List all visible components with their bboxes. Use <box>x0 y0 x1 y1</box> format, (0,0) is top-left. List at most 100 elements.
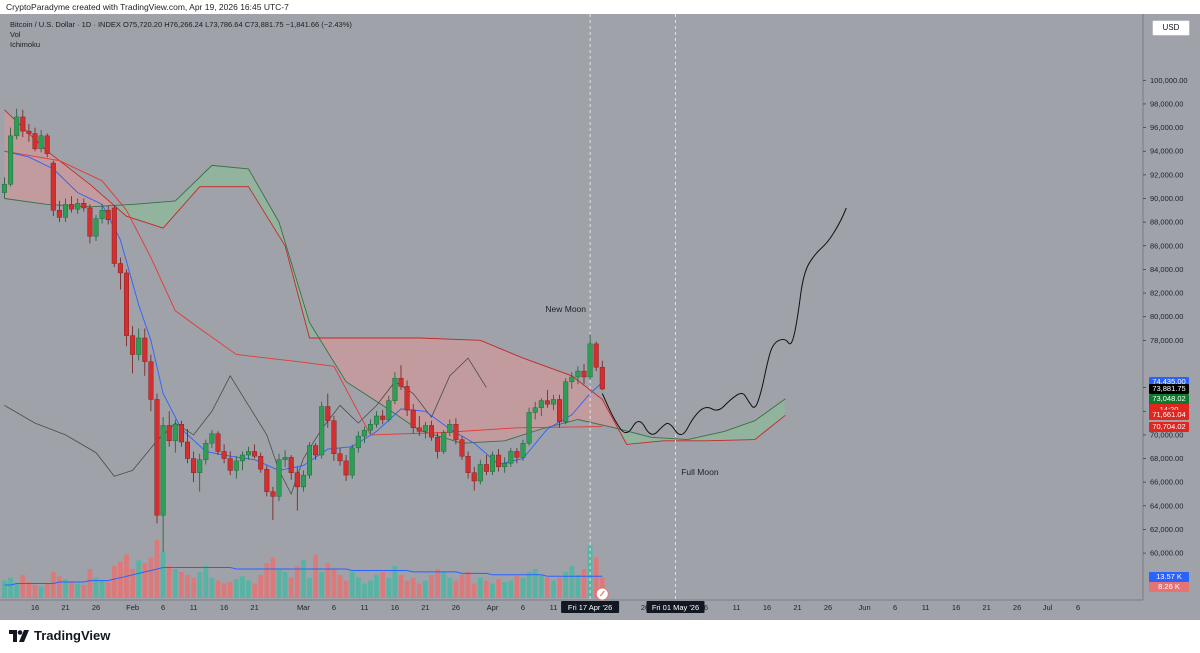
candle-body <box>502 463 508 468</box>
price-tag-value: 71,661.04 <box>1152 410 1186 420</box>
time-axis-tick-label: 6 <box>161 603 165 612</box>
volume-ma-line <box>4 567 603 586</box>
legend-ichimoku[interactable]: Ichimoku <box>10 40 41 49</box>
candle-body <box>380 415 386 420</box>
volume-bar <box>593 557 599 598</box>
candle-body <box>514 451 520 458</box>
candle-body <box>429 425 435 438</box>
candle-body <box>172 424 178 442</box>
tradingview-logo-icon <box>9 629 29 642</box>
volume-bar <box>233 579 239 598</box>
candle-body <box>282 457 288 460</box>
legend-symbol-row[interactable]: Bitcoin / U.S. Dollar · 1D · INDEX O75,7… <box>10 20 352 30</box>
volume-bar <box>63 579 68 598</box>
price-tag: 73,048.02 <box>1149 393 1189 404</box>
volume-bar <box>227 582 233 598</box>
price-tag-value: 73,881.75 <box>1152 384 1186 394</box>
candle-body <box>386 400 392 420</box>
candle-body <box>331 420 337 455</box>
candle-body <box>69 204 75 210</box>
volume-bar <box>343 580 349 598</box>
volume-bar <box>410 577 416 598</box>
legend-vol[interactable]: Vol <box>10 30 21 39</box>
candle-body <box>435 437 441 452</box>
price-axis-tick-label: 84,000.00 <box>1150 265 1183 274</box>
annotations-layer: New Moon Full Moon <box>545 304 719 601</box>
candle-body <box>368 424 374 431</box>
time-axis-tick-label: 11 <box>190 603 198 612</box>
candle-body <box>294 472 300 488</box>
candle-body <box>544 400 550 405</box>
candle-body <box>63 204 69 218</box>
price-tag-countdown: 14:20 <box>1149 405 1189 415</box>
candle-body <box>117 263 123 274</box>
candle-body <box>465 455 471 473</box>
candle-body <box>551 399 557 405</box>
time-axis-tick-label: 26 <box>452 603 460 612</box>
time-axis-tick-label: 16 <box>952 603 960 612</box>
candle-body <box>154 399 160 516</box>
senkou-span-b-line <box>4 109 786 445</box>
candle-body <box>575 370 581 378</box>
time-axis-tick-label: 11 <box>550 603 558 612</box>
volume-bar <box>502 582 508 598</box>
currency-button[interactable]: USD <box>1152 20 1190 36</box>
volume-bar <box>26 582 32 598</box>
candle-body <box>14 116 20 137</box>
time-axis-tick-label: 26 <box>1013 603 1021 612</box>
volume-bar <box>130 569 135 598</box>
volume-bar <box>447 577 453 598</box>
volume-bar <box>380 571 386 598</box>
volume-bar <box>398 574 404 598</box>
tradingview-brand-text: TradingView <box>34 628 111 643</box>
time-axis-tick-label: 21 <box>250 603 258 612</box>
time-axis-tick-label: 11 <box>733 603 741 612</box>
candle-body <box>252 451 258 457</box>
volume-bar <box>545 577 550 598</box>
price-axis-tick-label: 80,000.00 <box>1150 312 1183 321</box>
candle-body <box>337 453 343 462</box>
price-tag: 71,661.04 <box>1149 410 1189 421</box>
candle-body <box>184 441 190 459</box>
time-axis-tick-label: 21 <box>793 603 801 612</box>
volume-bar <box>453 580 459 598</box>
volume-bar <box>215 580 221 598</box>
volume-layer <box>2 540 605 598</box>
candle-body <box>459 439 465 457</box>
volume-bar <box>416 583 422 598</box>
time-axis-tick-label: 11 <box>361 603 369 612</box>
footer-bar: TradingView <box>0 620 1200 653</box>
candle-body <box>130 335 136 355</box>
volume-bar <box>69 582 74 598</box>
candle-body <box>26 130 32 134</box>
volume-bar <box>8 577 13 598</box>
tradingview-logo[interactable]: TradingView <box>9 628 110 643</box>
alert-clock-icon-hand <box>599 590 605 597</box>
price-axis-tick-label: 100,000.00 <box>1150 76 1188 85</box>
price-axis-tick-label: 60,000.00 <box>1150 549 1183 558</box>
volume-bar <box>44 583 50 598</box>
time-axis: 162126Feb6111621Mar611162126Apr611126611… <box>0 599 1200 620</box>
volume-bar <box>179 571 184 598</box>
price-axis-tick-label: 92,000.00 <box>1150 170 1183 179</box>
volume-bar <box>111 566 117 598</box>
chart-legend[interactable]: Bitcoin / U.S. Dollar · 1D · INDEX O75,7… <box>10 20 352 50</box>
candle-body <box>258 455 264 470</box>
volume-bar <box>355 577 361 598</box>
candle-body <box>50 162 56 211</box>
candle-body <box>313 445 319 456</box>
volume-bar <box>209 577 215 598</box>
ichimoku-cloud-layer <box>4 109 785 445</box>
price-axis-panel <box>1143 14 1200 600</box>
candle-body <box>99 210 105 219</box>
candle-body <box>447 424 453 433</box>
volume-bar <box>221 583 227 598</box>
candle-body <box>264 468 270 492</box>
candle-body <box>483 464 489 472</box>
time-axis-tick-label: Feb <box>126 603 139 612</box>
legend-symbol[interactable]: Bitcoin / U.S. Dollar · 1D · INDEX <box>10 20 121 29</box>
price-tag-value: 13.57 K <box>1156 572 1182 581</box>
candle-body <box>477 464 483 482</box>
